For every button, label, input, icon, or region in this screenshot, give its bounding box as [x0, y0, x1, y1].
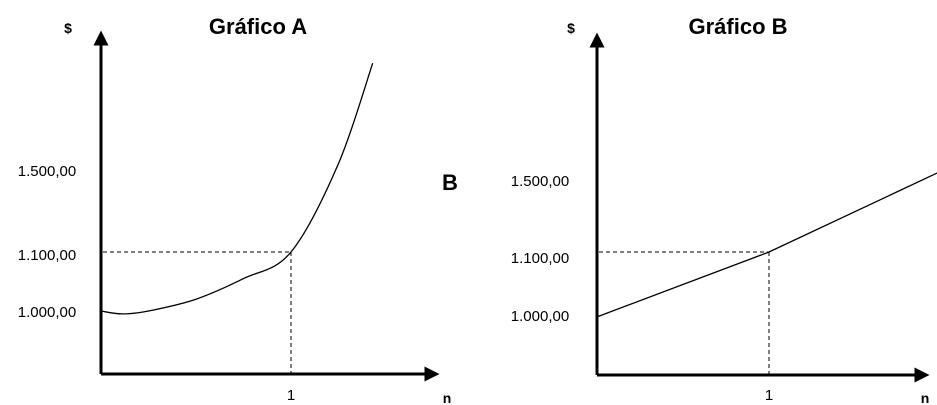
- chart-a-x-tick-1: 1: [287, 387, 295, 404]
- chart-b-reference-lines: [599, 251, 770, 374]
- chart-b-y-axis-label: $: [567, 20, 575, 36]
- chart-a-curve: [100, 62, 374, 315]
- chart-a-x-axis-label: n: [443, 390, 452, 405]
- chart-b-x-axis-label: n: [921, 390, 930, 405]
- chart-a: Gráfico A $ n 1.500,00 1.100,00 1.000,00…: [18, 14, 451, 405]
- stray-label-b: B: [442, 170, 458, 195]
- chart-b-x-tick-1: 1: [765, 387, 773, 404]
- chart-a-y-tick-1000: 1.000,00: [18, 304, 76, 321]
- chart-a-y-tick-1500: 1.500,00: [18, 163, 76, 180]
- chart-b-title: Gráfico B: [688, 14, 787, 39]
- chart-a-y-tick-1100: 1.100,00: [18, 247, 76, 264]
- chart-b-y-tick-1500: 1.500,00: [511, 173, 569, 190]
- chart-a-reference-lines: [103, 251, 292, 373]
- chart-b-y-tick-1100: 1.100,00: [511, 250, 569, 267]
- chart-b-line: [596, 172, 937, 318]
- chart-b-y-tick-1000: 1.000,00: [511, 308, 569, 325]
- chart-b: Gráfico B $ n 1.500,00 1.100,00 1.000,00…: [511, 14, 937, 405]
- chart-a-y-axis-label: $: [64, 20, 72, 36]
- chart-a-title: Gráfico A: [209, 14, 307, 39]
